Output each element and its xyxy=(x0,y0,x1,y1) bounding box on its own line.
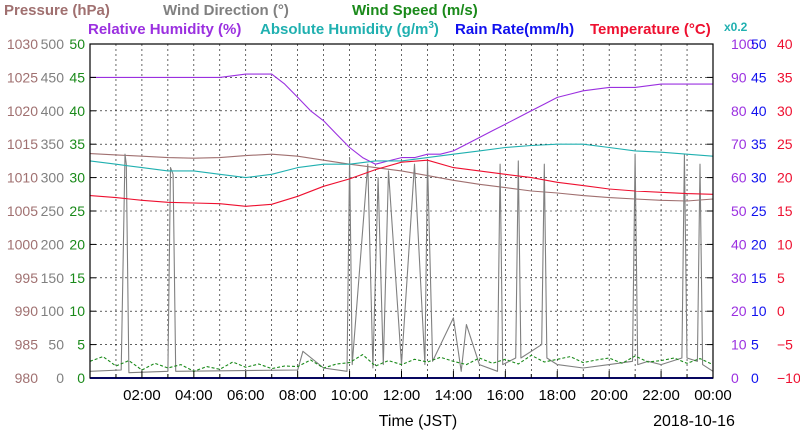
y-tick-label-temperature: −5 xyxy=(777,337,793,353)
series-line-relative-humidity xyxy=(90,73,713,165)
y-tick-label-wind-direction: 50 xyxy=(48,337,64,353)
x-tick-label: 18:00 xyxy=(538,387,576,404)
y-tick-label-rain-rate: 5 xyxy=(751,337,759,353)
y-tick-label-temperature: −10 xyxy=(777,370,800,386)
y-tick-label-pressure: 1030 xyxy=(7,36,38,52)
y-tick-label-rain-rate: 35 xyxy=(751,136,767,152)
y-tick-label-wind-direction: 500 xyxy=(41,36,65,52)
legend-absolute-humidity: Absolute Humidity (g/m3) xyxy=(260,20,439,38)
y-tick-label-wind-direction: 150 xyxy=(41,270,65,286)
y-tick-label-rain-rate: 40 xyxy=(751,103,767,119)
y-tick-label-pressure: 980 xyxy=(15,370,39,386)
y-tick-label-wind-speed: 20 xyxy=(69,236,85,252)
date-label: 2018-10-16 xyxy=(653,413,735,430)
y-tick-label-pressure: 990 xyxy=(15,303,39,319)
y-tick-label-pressure: 985 xyxy=(15,337,39,353)
y-tick-label-relative-humidity: 30 xyxy=(731,270,747,286)
y-tick-label-wind-direction: 100 xyxy=(41,303,65,319)
y-tick-label-rain-rate: 0 xyxy=(751,370,759,386)
legend-rain-rate: Rain Rate(mm/h) xyxy=(455,21,574,38)
x-tick-label: 12:00 xyxy=(383,387,421,404)
y-tick-label-wind-speed: 10 xyxy=(69,303,85,319)
x-tick-label: 06:00 xyxy=(227,387,265,404)
y-tick-label-rain-rate: 50 xyxy=(751,36,767,52)
y-tick-label-pressure: 995 xyxy=(15,270,39,286)
series-line-pressure xyxy=(89,153,714,202)
legend-absolute-humidity-scale: x0.2 xyxy=(724,20,748,34)
y-tick-label-temperature: 15 xyxy=(777,203,793,219)
y-tick-label-temperature: 10 xyxy=(777,236,793,252)
y-tick-label-temperature: 25 xyxy=(777,136,793,152)
y-tick-label-wind-speed: 50 xyxy=(69,36,85,52)
y-tick-label-wind-speed: 45 xyxy=(69,69,85,85)
y-tick-label-relative-humidity: 40 xyxy=(731,236,747,252)
y-tick-label-wind-direction: 200 xyxy=(41,236,65,252)
y-tick-label-temperature: 40 xyxy=(777,36,793,52)
x-tick-label: 22:00 xyxy=(642,387,680,404)
y-tick-label-wind-speed: 40 xyxy=(69,103,85,119)
x-axis-title: Time (JST) xyxy=(379,413,458,430)
y-tick-label-wind-speed: 5 xyxy=(77,337,85,353)
series-line-wind-direction xyxy=(89,153,714,374)
y-tick-label-rain-rate: 30 xyxy=(751,170,767,186)
x-tick-label: 20:00 xyxy=(590,387,628,404)
y-tick-label-relative-humidity: 60 xyxy=(731,170,747,186)
y-tick-label-rain-rate: 15 xyxy=(751,270,767,286)
y-tick-label-wind-speed: 25 xyxy=(69,203,85,219)
y-tick-label-relative-humidity: 100 xyxy=(731,36,755,52)
y-tick-label-temperature: 30 xyxy=(777,103,793,119)
legend-temperature: Temperature (°C) xyxy=(590,21,711,38)
x-tick-label: 08:00 xyxy=(279,387,317,404)
y-tick-label-relative-humidity: 50 xyxy=(731,203,747,219)
y-tick-label-wind-direction: 350 xyxy=(41,136,65,152)
y-tick-label-temperature: 35 xyxy=(777,69,793,85)
y-tick-label-pressure: 1015 xyxy=(7,136,38,152)
y-tick-label-relative-humidity: 10 xyxy=(731,337,747,353)
y-tick-label-rain-rate: 25 xyxy=(751,203,767,219)
y-tick-label-wind-speed: 30 xyxy=(69,170,85,186)
y-tick-label-wind-direction: 0 xyxy=(56,370,64,386)
y-tick-label-wind-speed: 35 xyxy=(69,136,85,152)
y-tick-label-relative-humidity: 0 xyxy=(731,370,739,386)
y-tick-label-relative-humidity: 90 xyxy=(731,69,747,85)
legend-wind-speed: Wind Speed (m/s) xyxy=(352,2,478,19)
x-tick-label: 02:00 xyxy=(123,387,161,404)
y-tick-label-wind-direction: 450 xyxy=(41,69,65,85)
y-tick-label-temperature: 5 xyxy=(777,270,785,286)
series-line-absolute-humidity xyxy=(89,143,714,179)
y-tick-label-relative-humidity: 70 xyxy=(731,136,747,152)
y-tick-label-temperature: 20 xyxy=(777,170,793,186)
y-tick-label-wind-speed: 15 xyxy=(69,270,85,286)
y-tick-label-wind-direction: 400 xyxy=(41,103,65,119)
x-tick-label: 16:00 xyxy=(487,387,525,404)
y-tick-label-temperature: 0 xyxy=(777,303,785,319)
y-tick-label-relative-humidity: 20 xyxy=(731,303,747,319)
y-tick-label-pressure: 1010 xyxy=(7,170,38,186)
x-tick-label: 00:00 xyxy=(694,387,732,404)
series-line-temperature xyxy=(89,159,714,207)
legend-pressure: Pressure (hPa) xyxy=(4,2,110,19)
legend-relative-humidity: Relative Humidity (%) xyxy=(88,21,241,38)
y-tick-label-relative-humidity: 80 xyxy=(731,103,747,119)
y-tick-label-pressure: 1020 xyxy=(7,103,38,119)
y-tick-label-rain-rate: 20 xyxy=(751,236,767,252)
x-tick-label: 14:00 xyxy=(435,387,473,404)
y-tick-label-wind-direction: 300 xyxy=(41,170,65,186)
y-tick-label-pressure: 1000 xyxy=(7,236,38,252)
x-tick-label: 10:00 xyxy=(331,387,369,404)
y-tick-label-pressure: 1025 xyxy=(7,69,38,85)
x-tick-label: 04:00 xyxy=(175,387,213,404)
y-tick-label-wind-direction: 250 xyxy=(41,203,65,219)
legend-wind-direction: Wind Direction (°) xyxy=(163,2,289,19)
y-tick-label-wind-speed: 0 xyxy=(77,370,85,386)
y-tick-label-rain-rate: 45 xyxy=(751,69,767,85)
y-tick-label-pressure: 1005 xyxy=(7,203,38,219)
y-tick-label-rain-rate: 10 xyxy=(751,303,767,319)
